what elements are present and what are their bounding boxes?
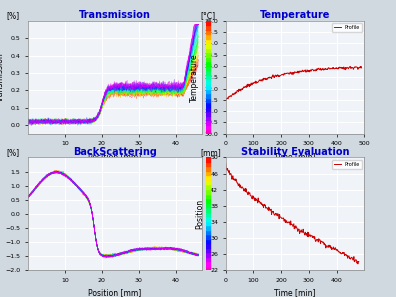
Bar — [206, 25, 210, 30]
Bar — [206, 102, 210, 107]
Bar — [206, 80, 210, 84]
Bar — [206, 30, 210, 34]
Bar — [206, 75, 210, 80]
Bar — [206, 211, 210, 216]
Bar — [206, 166, 210, 171]
Title: Transmission: Transmission — [79, 10, 151, 20]
Title: BackScattering: BackScattering — [73, 147, 157, 157]
Text: [%]: [%] — [7, 148, 20, 157]
Bar — [206, 120, 210, 125]
Bar — [206, 230, 210, 234]
Bar — [206, 61, 210, 66]
Bar — [206, 171, 210, 176]
Bar — [206, 162, 210, 166]
Bar — [206, 194, 210, 198]
Bar — [206, 116, 210, 120]
Bar — [206, 184, 210, 189]
Bar — [206, 239, 210, 243]
Bar — [206, 216, 210, 221]
Bar — [206, 57, 210, 61]
Bar — [206, 203, 210, 207]
Bar — [206, 48, 210, 52]
Title: Temperature: Temperature — [260, 10, 330, 20]
Bar — [206, 107, 210, 111]
Bar — [206, 243, 210, 248]
Y-axis label: Position: Position — [196, 199, 204, 229]
Bar — [206, 207, 210, 211]
Bar — [206, 34, 210, 39]
Bar — [206, 180, 210, 184]
Bar — [206, 225, 210, 230]
Y-axis label: Temperature: Temperature — [190, 53, 199, 102]
Bar — [206, 111, 210, 116]
Title: Stability Evaluation: Stability Evaluation — [241, 147, 349, 157]
X-axis label: Time [min]: Time [min] — [274, 288, 316, 297]
Text: [°C]: [°C] — [201, 12, 216, 20]
Bar — [206, 198, 210, 203]
Bar — [206, 157, 210, 162]
Bar — [206, 21, 210, 25]
Y-axis label: Transmission: Transmission — [0, 52, 5, 102]
Bar — [206, 84, 210, 89]
Text: [%]: [%] — [7, 12, 20, 20]
Bar — [206, 89, 210, 93]
Bar — [206, 39, 210, 43]
Bar — [206, 234, 210, 239]
Bar — [206, 129, 210, 134]
X-axis label: Time [min]: Time [min] — [274, 152, 316, 161]
Bar — [206, 93, 210, 97]
Bar — [206, 248, 210, 252]
Legend: Profile: Profile — [331, 160, 362, 169]
X-axis label: Position [mm]: Position [mm] — [88, 288, 141, 297]
Text: [mm]: [mm] — [201, 148, 221, 157]
Bar — [206, 52, 210, 57]
Bar — [206, 189, 210, 194]
X-axis label: Position [mm]: Position [mm] — [88, 152, 141, 161]
Bar — [206, 221, 210, 225]
Bar — [206, 97, 210, 102]
Bar — [206, 252, 210, 257]
Bar — [206, 257, 210, 261]
Bar — [206, 66, 210, 70]
Bar — [206, 125, 210, 129]
Bar — [206, 43, 210, 48]
Bar — [206, 266, 210, 270]
Bar — [206, 70, 210, 75]
Bar — [206, 261, 210, 266]
Bar — [206, 176, 210, 180]
Legend: Profile: Profile — [331, 23, 362, 32]
